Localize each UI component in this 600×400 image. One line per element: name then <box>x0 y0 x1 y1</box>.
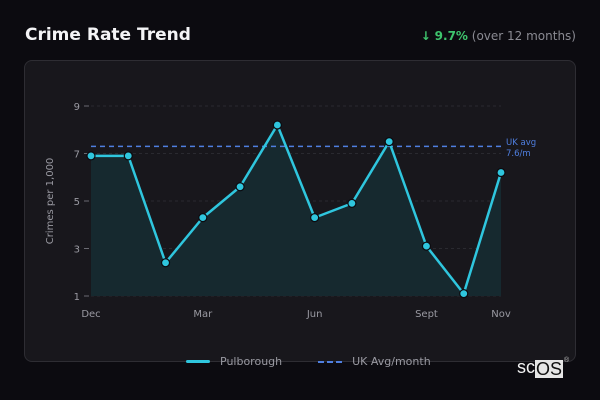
dashed-line-icon <box>318 360 343 363</box>
svg-text:5: 5 <box>74 197 80 208</box>
data-point-dec[interactable] <box>86 151 96 161</box>
svg-text:Sept: Sept <box>415 309 438 320</box>
svg-text:Dec: Dec <box>81 309 100 320</box>
page-title: Crime Rate Trend <box>25 25 191 45</box>
trend-percentage: 9.7% <box>434 29 468 43</box>
trend-period: (over 12 months) <box>471 29 576 43</box>
data-point-sept[interactable] <box>421 241 432 251</box>
legend-item-pulborough[interactable]: Pulborough <box>186 355 282 368</box>
data-point-aug[interactable] <box>384 137 394 147</box>
svg-text:Nov: Nov <box>491 309 511 320</box>
svg-text:9: 9 <box>74 102 80 113</box>
svg-text:Jun: Jun <box>306 309 323 320</box>
down-arrow-icon: ↓ <box>420 29 431 43</box>
data-point-feb[interactable] <box>160 258 171 268</box>
trend-summary: ↓ 9.7% (over 12 months) <box>421 29 576 43</box>
data-point-apr[interactable] <box>235 182 245 192</box>
uk-avg-value: 7.6/m <box>506 149 531 159</box>
data-point-jan[interactable] <box>123 151 133 161</box>
uk-avg-label: UK avg <box>506 138 536 148</box>
data-point-jun[interactable] <box>310 213 320 223</box>
area-fill <box>91 125 501 296</box>
svg-text:1: 1 <box>74 292 80 303</box>
svg-text:Mar: Mar <box>193 309 213 320</box>
legend-label: Pulborough <box>220 355 283 368</box>
scos-logo: sc OS ® <box>517 357 570 379</box>
legend-label: UK Avg/month <box>352 355 431 368</box>
x-axis: Dec Mar Jun Sept Nov <box>81 309 511 320</box>
data-point-jul[interactable] <box>347 198 357 208</box>
solid-line-icon <box>186 360 210 363</box>
data-point-nov[interactable] <box>496 167 506 178</box>
legend: Pulborough UK Avg/month <box>186 355 467 368</box>
svg-text:7: 7 <box>74 150 80 161</box>
data-point-oct[interactable] <box>459 289 469 299</box>
data-points <box>86 120 506 299</box>
y-axis: 1 3 5 7 9 <box>74 102 89 303</box>
legend-item-uk-avg[interactable]: UK Avg/month <box>318 355 431 368</box>
data-point-may[interactable] <box>272 120 282 130</box>
svg-text:3: 3 <box>74 245 80 256</box>
pulborough-series-line <box>91 123 503 295</box>
y-axis-label: Crimes per 1,000 <box>45 158 56 245</box>
data-point-mar[interactable] <box>198 213 208 223</box>
